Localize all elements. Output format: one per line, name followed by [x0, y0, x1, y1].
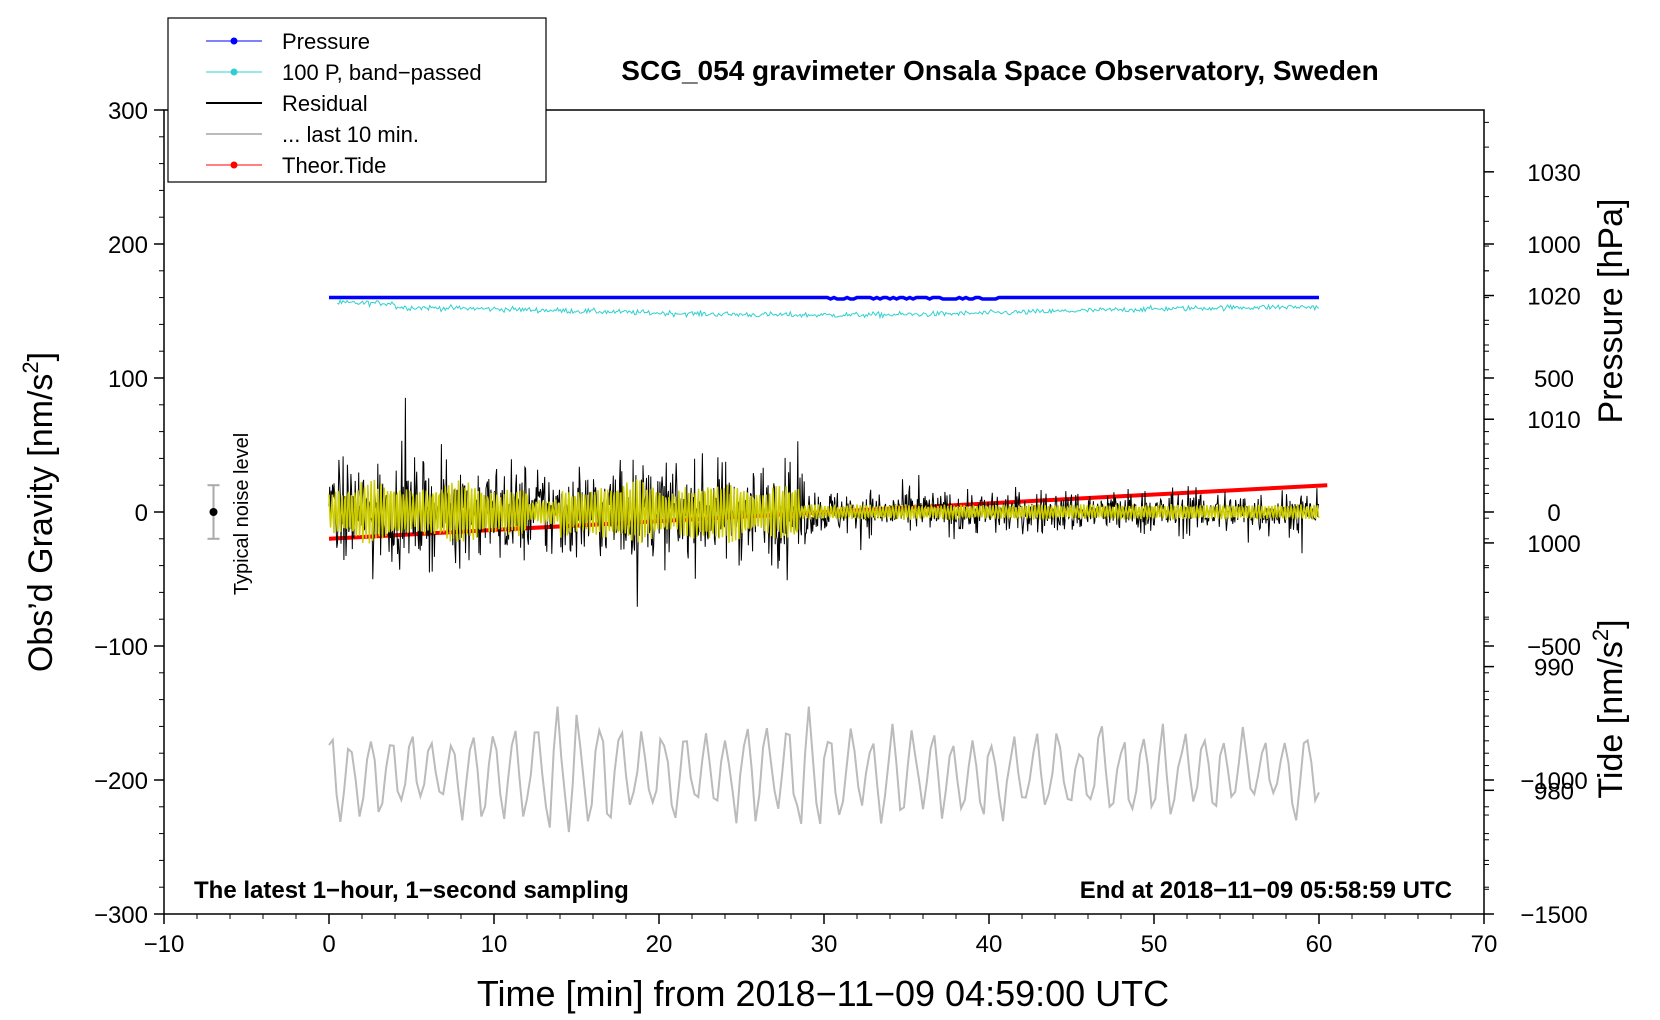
tide-tick-label: −1000 — [1520, 768, 1587, 795]
legend-items: Pressure 100 P, band−passed Residual ... la… — [206, 29, 482, 178]
tide-tick-label: 0 — [1547, 500, 1560, 527]
y-tick-label: −200 — [94, 768, 148, 795]
series-pressure — [329, 295, 1319, 301]
legend-item: Pressure — [206, 29, 370, 54]
annotation-latest-hour: The latest 1−hour, 1−second sampling — [194, 877, 629, 904]
pressure-tick-label: 990 — [1534, 655, 1574, 682]
x-tick-label: 20 — [646, 931, 673, 958]
x-tick-label: −10 — [144, 931, 185, 958]
y-axis-label-tide: Tide [nm/s2] — [1588, 619, 1630, 798]
tide-tick-label: 500 — [1534, 366, 1574, 393]
legend-label: 100 P, band−passed — [282, 60, 482, 85]
y-axis-label-left: Obs’d Gravity [nm/s2] — [18, 352, 60, 672]
x-tick-label: 70 — [1471, 931, 1498, 958]
legend-marker — [230, 68, 238, 76]
y-label-left-sup: 2 — [18, 361, 43, 373]
y-tick-label: −100 — [94, 634, 148, 661]
x-tick-label: 50 — [1141, 931, 1168, 958]
noise-center-dot — [209, 508, 218, 516]
legend-item: ... last 10 min. — [206, 122, 419, 147]
legend-box — [167, 17, 547, 183]
legend-label: Residual — [282, 91, 368, 116]
chart-title: SCG_054 gravimeter Onsala Space Observat… — [621, 55, 1378, 86]
legend-marker — [230, 161, 238, 169]
x-tick-label: 30 — [811, 931, 838, 958]
x-tick-label: 40 — [976, 931, 1003, 958]
y-label-left-main: Obs’d Gravity [nm/s — [22, 374, 60, 673]
y-label-tide-main: Tide [nm/s — [1592, 641, 1630, 798]
y-tick-label: 100 — [108, 366, 148, 393]
y-tick-label: −300 — [94, 902, 148, 929]
tide-tick-label: 1000 — [1527, 232, 1580, 259]
y-tick-label: 200 — [108, 232, 148, 259]
x-axis-label: Time [min] from 2018−11−09 04:59:00 UTC — [477, 973, 1169, 1014]
legend-item: Theor.Tide — [206, 153, 386, 178]
noise-label: Typical noise level — [231, 433, 253, 595]
tide-tick-label: −1500 — [1520, 902, 1587, 929]
x-tick-label: 60 — [1306, 931, 1333, 958]
series-layer — [328, 295, 1328, 833]
annotation-end-time: End at 2018−11−09 05:58:59 UTC — [1080, 877, 1452, 904]
y-label-left-close: ] — [22, 352, 60, 361]
y-label-tide-close: ] — [1592, 619, 1630, 628]
tide-tick-label: −500 — [1527, 634, 1581, 661]
y-axis-label-pressure: Pressure [hPa] — [1592, 199, 1630, 424]
legend-marker — [230, 37, 238, 45]
pressure-tick-label: 1030 — [1527, 160, 1580, 187]
pressure-tick-label: 1000 — [1527, 531, 1580, 558]
tick-layer: −10 0 10 20 30 40 50 60 703002001000−100−200−300… — [94, 98, 1588, 958]
legend: Pressure 100 P, band−passed Residual ... la… — [167, 17, 547, 183]
x-tick-label: 10 — [481, 931, 508, 958]
series-last-10-min — [328, 706, 1320, 833]
legend-item: Residual — [206, 91, 368, 116]
pressure-tick-label: 1020 — [1527, 284, 1580, 311]
y-tick-label: 0 — [135, 500, 148, 527]
legend-label: Pressure — [282, 29, 370, 54]
x-tick-label: 0 — [322, 931, 335, 958]
noise-indicator: Typical noise level — [207, 433, 253, 595]
legend-label: ... last 10 min. — [282, 122, 419, 147]
legend-label: Theor.Tide — [282, 153, 386, 178]
legend-item: 100 P, band−passed — [206, 60, 482, 85]
series-band-passed-pressure — [337, 298, 1320, 320]
pressure-tick-label: 980 — [1534, 778, 1574, 805]
y-tick-label: 300 — [108, 98, 148, 125]
y-label-tide-sup: 2 — [1588, 629, 1613, 641]
series-residual-smoothed — [328, 479, 1320, 544]
pressure-tick-label: 1010 — [1527, 407, 1580, 434]
